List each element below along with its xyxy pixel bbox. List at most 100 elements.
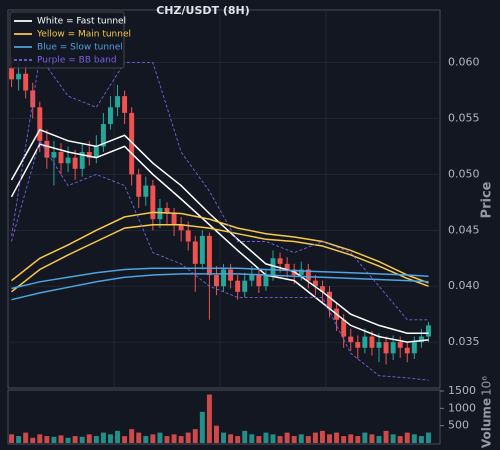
candle-body xyxy=(235,280,241,292)
candle-body xyxy=(150,185,156,220)
candle-body xyxy=(362,336,368,348)
candle-body xyxy=(136,174,142,197)
candle-body xyxy=(23,73,29,91)
volume-bar xyxy=(263,432,269,443)
volume-bar xyxy=(334,432,340,443)
legend-label: Purple = BB band xyxy=(37,56,117,66)
candle-body xyxy=(30,90,36,108)
volume-bar xyxy=(86,434,92,443)
candle-body xyxy=(270,258,276,276)
volume-bar xyxy=(418,436,424,443)
volume-bar xyxy=(411,434,417,443)
legend-label: Blue = Slow tunnel xyxy=(37,43,123,53)
volume-bar xyxy=(376,436,382,443)
volume-bar xyxy=(164,436,170,443)
candle-body xyxy=(376,342,382,348)
volume-bar xyxy=(122,436,128,443)
volume-bar xyxy=(312,432,318,443)
candle-body xyxy=(100,124,106,147)
candle-body xyxy=(213,275,219,287)
volume-axis-label: Volume xyxy=(480,398,494,448)
chart-title: CHZ/USDT (8H) xyxy=(156,4,250,17)
candle-body xyxy=(157,207,163,220)
volume-bar xyxy=(185,432,191,443)
volume-bar xyxy=(397,436,403,443)
volume-bar xyxy=(51,436,57,443)
tunnel-line xyxy=(11,211,429,284)
volume-bar xyxy=(242,430,248,443)
candle-body xyxy=(9,68,15,80)
candle-body xyxy=(404,347,410,354)
volume-bar xyxy=(277,436,283,443)
y-tick-label: 0.055 xyxy=(448,111,480,124)
volume-bar xyxy=(228,434,234,443)
y-tick-label: 0.060 xyxy=(448,56,480,69)
candle-body xyxy=(178,224,184,231)
volume-bar xyxy=(206,394,212,443)
volume-bar xyxy=(107,434,113,443)
volume-bar xyxy=(305,436,311,443)
candle-body xyxy=(93,146,99,158)
candle-body xyxy=(171,213,177,225)
volume-bar xyxy=(93,436,99,443)
volume-bar xyxy=(44,436,50,443)
volume-bar xyxy=(58,435,64,443)
candle-body xyxy=(397,342,403,348)
volume-bar xyxy=(404,432,410,443)
candle-body xyxy=(348,336,354,343)
volume-bar xyxy=(136,432,142,443)
candle-body xyxy=(341,319,347,337)
candle-body xyxy=(143,185,149,197)
volume-bar xyxy=(65,437,71,443)
volume-bar xyxy=(383,430,389,443)
volume-bar xyxy=(16,436,22,443)
volume-bar xyxy=(355,436,361,443)
candle-body xyxy=(65,157,71,164)
candle-body xyxy=(79,152,85,169)
volume-bar xyxy=(235,436,241,443)
candle-body xyxy=(58,152,64,164)
volume-bar xyxy=(341,436,347,443)
volume-bar xyxy=(213,425,219,443)
candle-body xyxy=(185,230,191,242)
legend-label: White = Fast tunnel xyxy=(37,17,126,27)
volume-bar xyxy=(115,430,121,443)
volume-bar xyxy=(319,430,325,443)
volume-bar xyxy=(348,434,354,443)
volume-bar xyxy=(284,432,290,443)
y-tick-label: 0.040 xyxy=(448,279,480,292)
legend-box xyxy=(9,11,125,69)
candle-body xyxy=(37,107,43,141)
volume-bar xyxy=(157,432,163,443)
candle-body xyxy=(369,336,375,348)
tunnel-line xyxy=(11,139,429,381)
candle-body xyxy=(411,342,417,354)
price-panel xyxy=(7,9,441,389)
volume-bar xyxy=(129,429,135,443)
candle-body xyxy=(44,140,50,158)
legend: White = Fast tunnel Yellow = Main tunnel B… xyxy=(9,11,131,69)
legend-label: Yellow = Main tunnel xyxy=(36,30,131,40)
candle-body xyxy=(249,275,255,281)
tunnel-line xyxy=(11,55,429,321)
candle-body xyxy=(319,286,325,292)
volume-bar xyxy=(30,437,36,443)
tunnel-line xyxy=(11,273,429,301)
volume-bar xyxy=(270,434,276,443)
volume-tick-label: 1500 xyxy=(448,384,476,397)
candle-body xyxy=(284,263,290,270)
candle-body xyxy=(164,207,170,214)
candle-body xyxy=(277,258,283,264)
candle-body xyxy=(16,73,22,80)
candle-body xyxy=(192,241,198,264)
volume-panel xyxy=(7,389,441,445)
y-tick-label: 0.045 xyxy=(448,223,480,236)
candle-body xyxy=(115,96,121,108)
candle-body xyxy=(199,235,205,264)
volume-bar xyxy=(23,432,29,443)
volume-bar xyxy=(221,432,227,443)
candle-body xyxy=(263,275,269,287)
volume-bar xyxy=(291,436,297,443)
volume-offset: 10⁶ xyxy=(480,376,494,396)
tunnel-line xyxy=(11,267,429,290)
